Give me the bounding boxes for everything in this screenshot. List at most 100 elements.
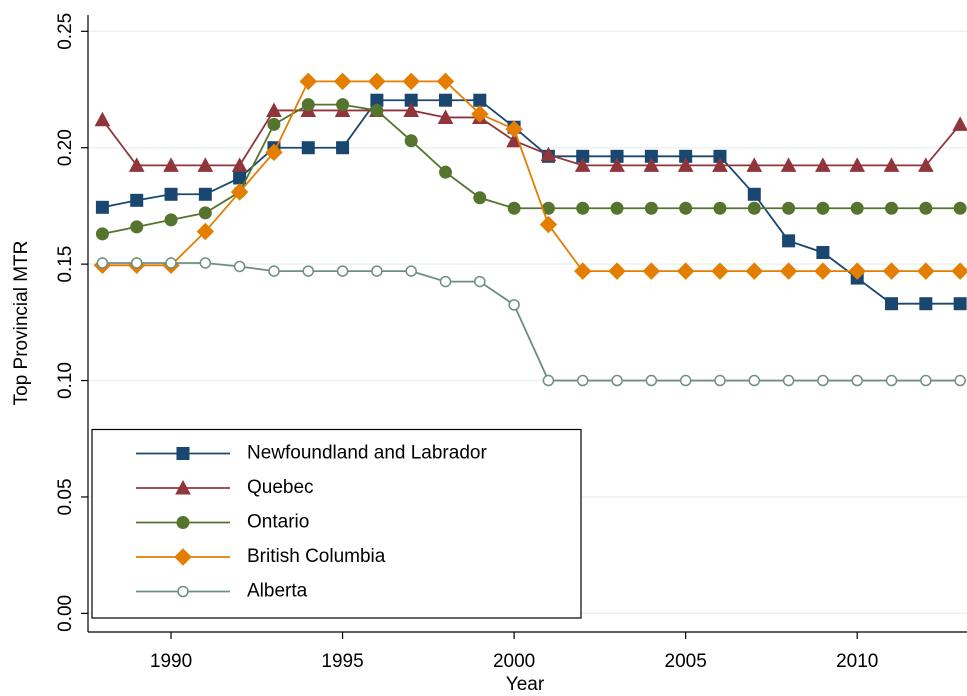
marker — [437, 109, 454, 124]
marker — [164, 213, 178, 227]
marker — [333, 72, 352, 91]
x-axis-title: Year — [506, 674, 545, 695]
marker — [919, 201, 933, 215]
marker — [882, 262, 901, 280]
marker — [952, 116, 967, 131]
marker — [920, 374, 932, 387]
marker — [165, 257, 177, 269]
marker — [439, 93, 453, 107]
marker — [267, 117, 281, 131]
marker — [885, 374, 898, 387]
marker — [336, 265, 349, 277]
marker — [370, 103, 384, 117]
marker — [130, 193, 144, 207]
marker — [404, 134, 418, 148]
marker — [95, 227, 109, 241]
marker — [540, 146, 557, 162]
marker — [679, 201, 693, 215]
marker — [301, 98, 315, 112]
marker — [851, 374, 863, 387]
marker — [850, 201, 864, 215]
marker — [403, 102, 420, 117]
marker — [817, 374, 829, 387]
y-tick-label: 0.15 — [55, 246, 76, 283]
marker — [94, 111, 111, 127]
marker — [174, 548, 192, 566]
marker — [371, 265, 383, 277]
y-tick-label: 0.20 — [55, 129, 76, 166]
marker — [576, 201, 590, 215]
legend-label: Ontario — [247, 512, 309, 533]
marker — [474, 275, 486, 288]
marker — [164, 187, 178, 201]
legend-label: Newfoundland and Labrador — [247, 443, 487, 464]
marker — [745, 262, 763, 280]
marker — [885, 297, 899, 311]
marker — [176, 447, 190, 460]
series-line — [102, 103, 961, 235]
marker — [609, 157, 625, 172]
marker — [849, 157, 866, 172]
marker — [128, 157, 145, 172]
marker — [885, 201, 899, 215]
marker — [782, 234, 796, 248]
x-tick-label: 1990 — [150, 651, 192, 672]
marker — [814, 262, 832, 280]
marker — [574, 157, 591, 172]
y-tick-label: 0.00 — [55, 595, 76, 632]
marker — [230, 183, 249, 201]
marker — [645, 374, 658, 387]
marker — [336, 141, 350, 155]
marker — [954, 374, 966, 387]
marker — [198, 206, 212, 220]
marker — [439, 275, 452, 288]
marker — [608, 262, 626, 280]
marker — [336, 98, 350, 112]
marker — [130, 257, 143, 269]
marker — [610, 201, 624, 215]
marker — [233, 260, 246, 273]
y-axis-title: Top Provincial MTR — [11, 241, 32, 406]
marker — [816, 245, 830, 259]
x-tick-label: 2005 — [665, 651, 707, 672]
marker — [917, 262, 935, 280]
marker — [539, 215, 558, 234]
marker — [265, 143, 283, 162]
marker — [917, 157, 934, 172]
marker — [439, 165, 453, 179]
marker — [266, 102, 282, 117]
marker — [473, 93, 487, 107]
marker — [507, 201, 521, 215]
marker — [951, 262, 967, 280]
marker — [953, 297, 967, 311]
marker — [782, 201, 796, 215]
marker — [919, 297, 933, 311]
marker — [679, 374, 692, 387]
legend-box — [91, 428, 582, 619]
marker — [508, 299, 520, 311]
marker — [198, 187, 212, 201]
marker — [95, 200, 109, 214]
y-tick-label: 0.10 — [55, 362, 76, 399]
marker — [436, 72, 455, 91]
y-tick-label: 0.05 — [55, 478, 76, 515]
series-line — [102, 262, 961, 382]
marker — [405, 265, 417, 277]
series-line — [102, 80, 961, 273]
marker — [643, 157, 660, 172]
marker — [713, 201, 727, 215]
marker — [816, 201, 830, 215]
marker — [576, 374, 589, 387]
marker — [163, 157, 179, 172]
marker — [644, 201, 658, 215]
legend-label: Quebec — [247, 477, 314, 498]
marker — [96, 257, 109, 269]
marker — [642, 262, 661, 280]
marker — [268, 265, 280, 277]
marker — [782, 374, 795, 387]
marker — [542, 374, 555, 387]
marker — [815, 157, 831, 172]
marker — [473, 191, 487, 205]
marker — [130, 220, 144, 234]
marker — [611, 374, 623, 387]
